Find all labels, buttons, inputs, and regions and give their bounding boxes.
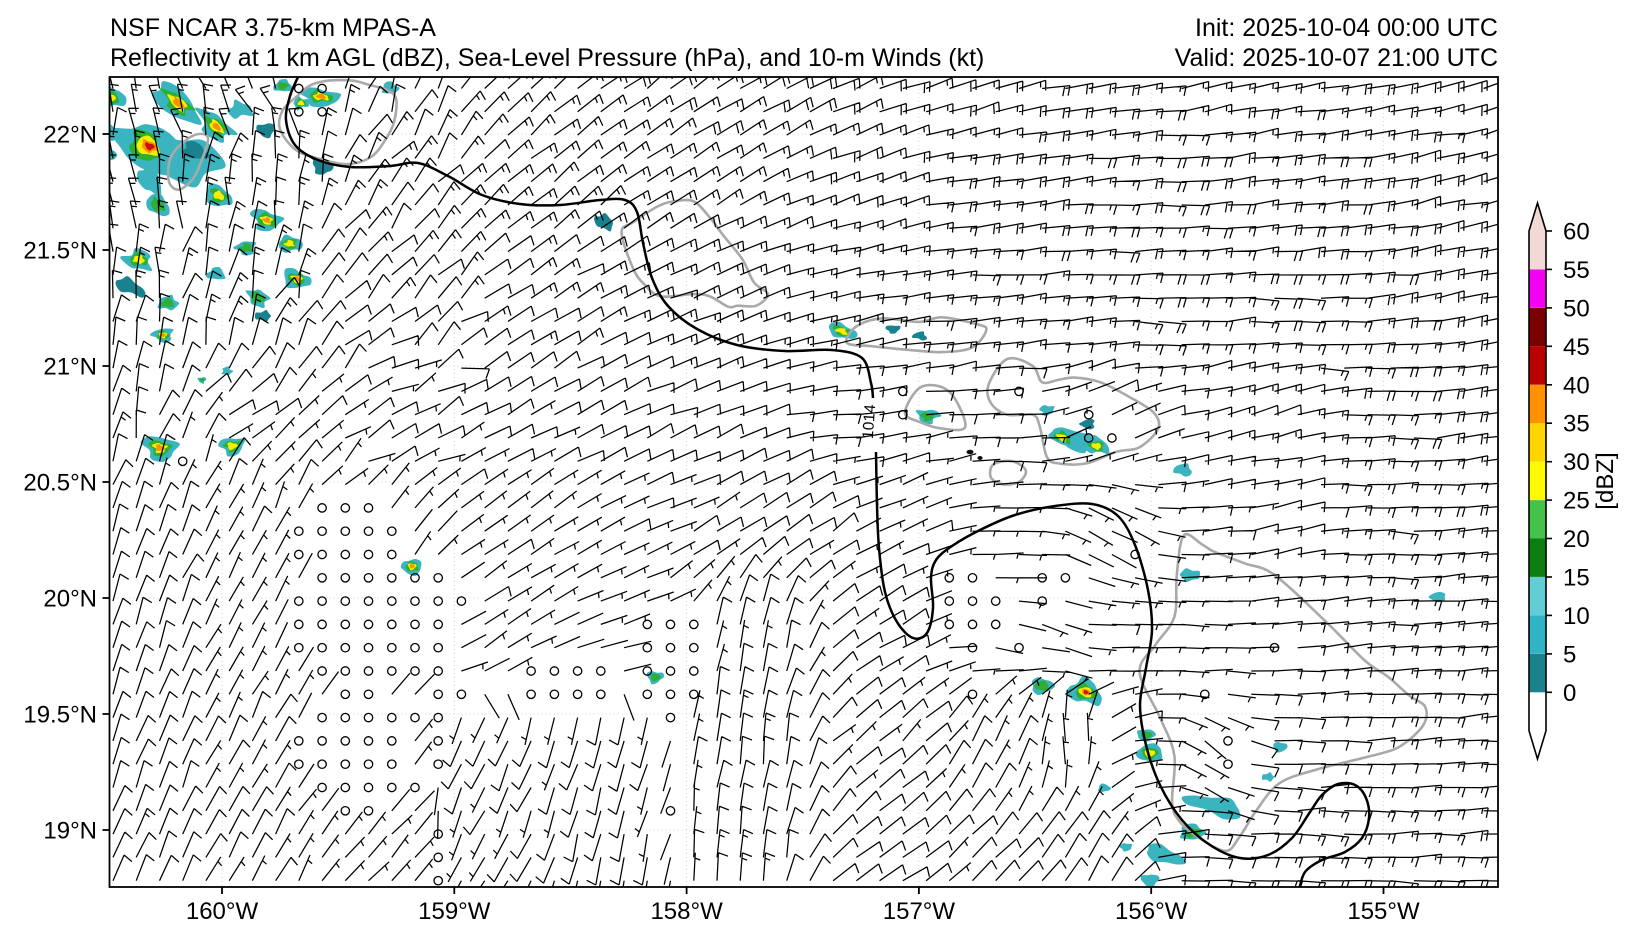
svg-text:21.5°N: 21.5°N — [23, 238, 97, 265]
svg-text:40: 40 — [1563, 372, 1590, 399]
svg-text:20.5°N: 20.5°N — [23, 470, 97, 497]
svg-text:[dBZ]: [dBZ] — [1592, 452, 1619, 509]
svg-text:60: 60 — [1563, 219, 1590, 246]
svg-text:19°N: 19°N — [43, 818, 97, 845]
svg-text:21°N: 21°N — [43, 354, 97, 381]
svg-text:19.5°N: 19.5°N — [23, 702, 97, 729]
svg-text:45: 45 — [1563, 334, 1590, 361]
svg-text:55: 55 — [1563, 257, 1590, 284]
svg-text:22°N: 22°N — [43, 122, 97, 149]
svg-text:25: 25 — [1563, 488, 1590, 515]
svg-text:157°W: 157°W — [883, 898, 956, 925]
svg-text:20°N: 20°N — [43, 586, 97, 613]
svg-text:Valid: 2025-10-07 21:00 UTC: Valid: 2025-10-07 21:00 UTC — [1175, 44, 1498, 72]
svg-text:15: 15 — [1563, 565, 1590, 592]
svg-text:50: 50 — [1563, 295, 1590, 322]
svg-text:158°W: 158°W — [650, 898, 723, 925]
svg-text:5: 5 — [1563, 641, 1576, 668]
svg-text:0: 0 — [1563, 680, 1576, 707]
svg-text:155°W: 155°W — [1347, 898, 1420, 925]
svg-text:159°W: 159°W — [418, 898, 491, 925]
svg-text:Reflectivity at 1 km AGL (dBZ): Reflectivity at 1 km AGL (dBZ), Sea-Leve… — [110, 44, 984, 72]
svg-text:35: 35 — [1563, 411, 1590, 438]
svg-text:10: 10 — [1563, 603, 1590, 630]
svg-text:Init: 2025-10-04 00:00 UTC: Init: 2025-10-04 00:00 UTC — [1195, 14, 1498, 42]
svg-text:NSF NCAR 3.75-km MPAS-A: NSF NCAR 3.75-km MPAS-A — [110, 14, 436, 42]
svg-text:20: 20 — [1563, 526, 1590, 553]
svg-text:160°W: 160°W — [186, 898, 259, 925]
svg-text:1014: 1014 — [860, 404, 879, 440]
svg-text:156°W: 156°W — [1115, 898, 1188, 925]
svg-text:30: 30 — [1563, 449, 1590, 476]
